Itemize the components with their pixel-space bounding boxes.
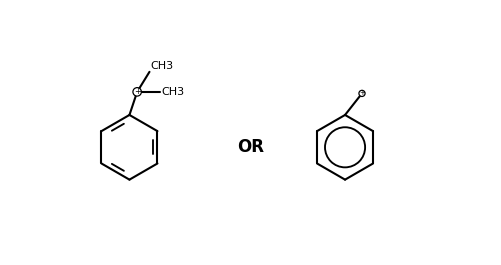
Text: +: + [358, 90, 364, 96]
Text: CH3: CH3 [161, 87, 184, 97]
Text: CH3: CH3 [150, 61, 173, 71]
Text: +: + [133, 87, 140, 96]
Circle shape [133, 88, 141, 96]
Text: OR: OR [236, 138, 264, 156]
Circle shape [358, 90, 364, 96]
